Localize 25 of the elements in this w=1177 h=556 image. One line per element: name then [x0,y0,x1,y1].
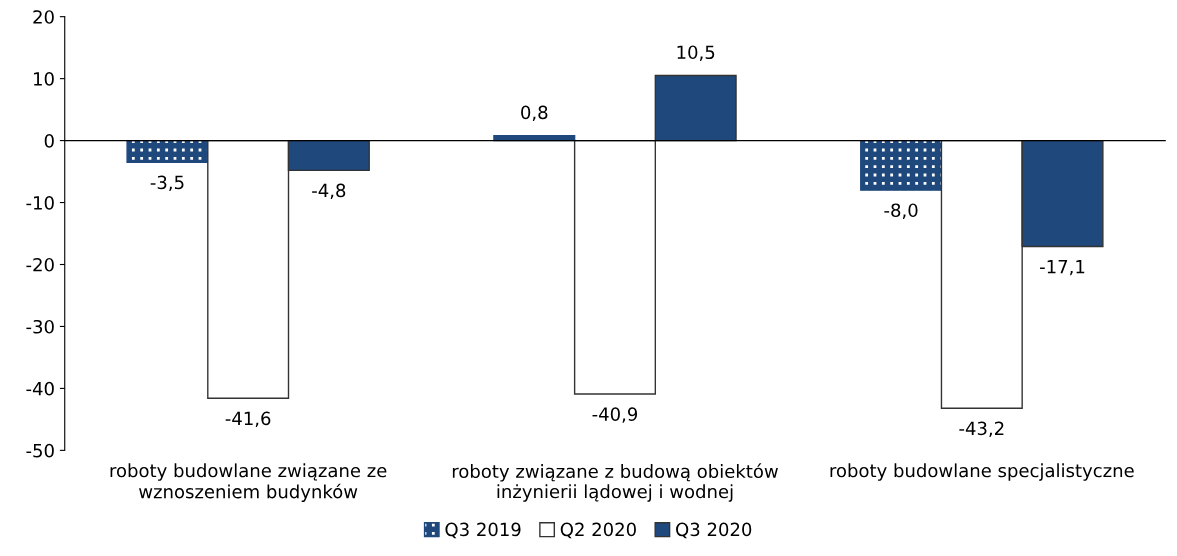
data-label: -43,2 [959,421,1004,437]
legend-label: Q2 2020 [560,522,636,539]
y-tick-label: 0 [44,134,54,148]
data-label: -40,9 [592,407,638,423]
data-label: 0,8 [521,105,548,122]
y-tick-label: -20 [26,257,54,272]
data-label: -4,8 [312,183,346,200]
y-tick-label: 20 [33,10,54,24]
data-label: -17,1 [1040,260,1085,276]
y-tick-label: -10 [26,196,54,210]
x-tick-label: roboty budowlane specjalistyczne [830,463,1134,481]
data-label: -8,0 [884,203,918,219]
y-tick-label: -50 [26,443,54,458]
data-label: -3,5 [150,175,184,192]
bar [860,139,943,191]
y-tick-label: -40 [26,381,54,396]
data-label: 10,5 [677,45,715,61]
legend-label: Q3 2019 [445,522,521,539]
data-label: -41,6 [225,411,271,428]
bar [126,139,209,163]
legend-label: Q3 2020 [676,522,752,539]
x-tick-label: roboty budowlane związane ze wznoszeniem budynków [110,463,387,502]
x-tick-label: roboty związane z budową obiektów inżynierii lądowej i wodnej [452,463,778,502]
y-tick-label: -30 [26,319,54,334]
y-tick-label: 10 [34,72,54,86]
